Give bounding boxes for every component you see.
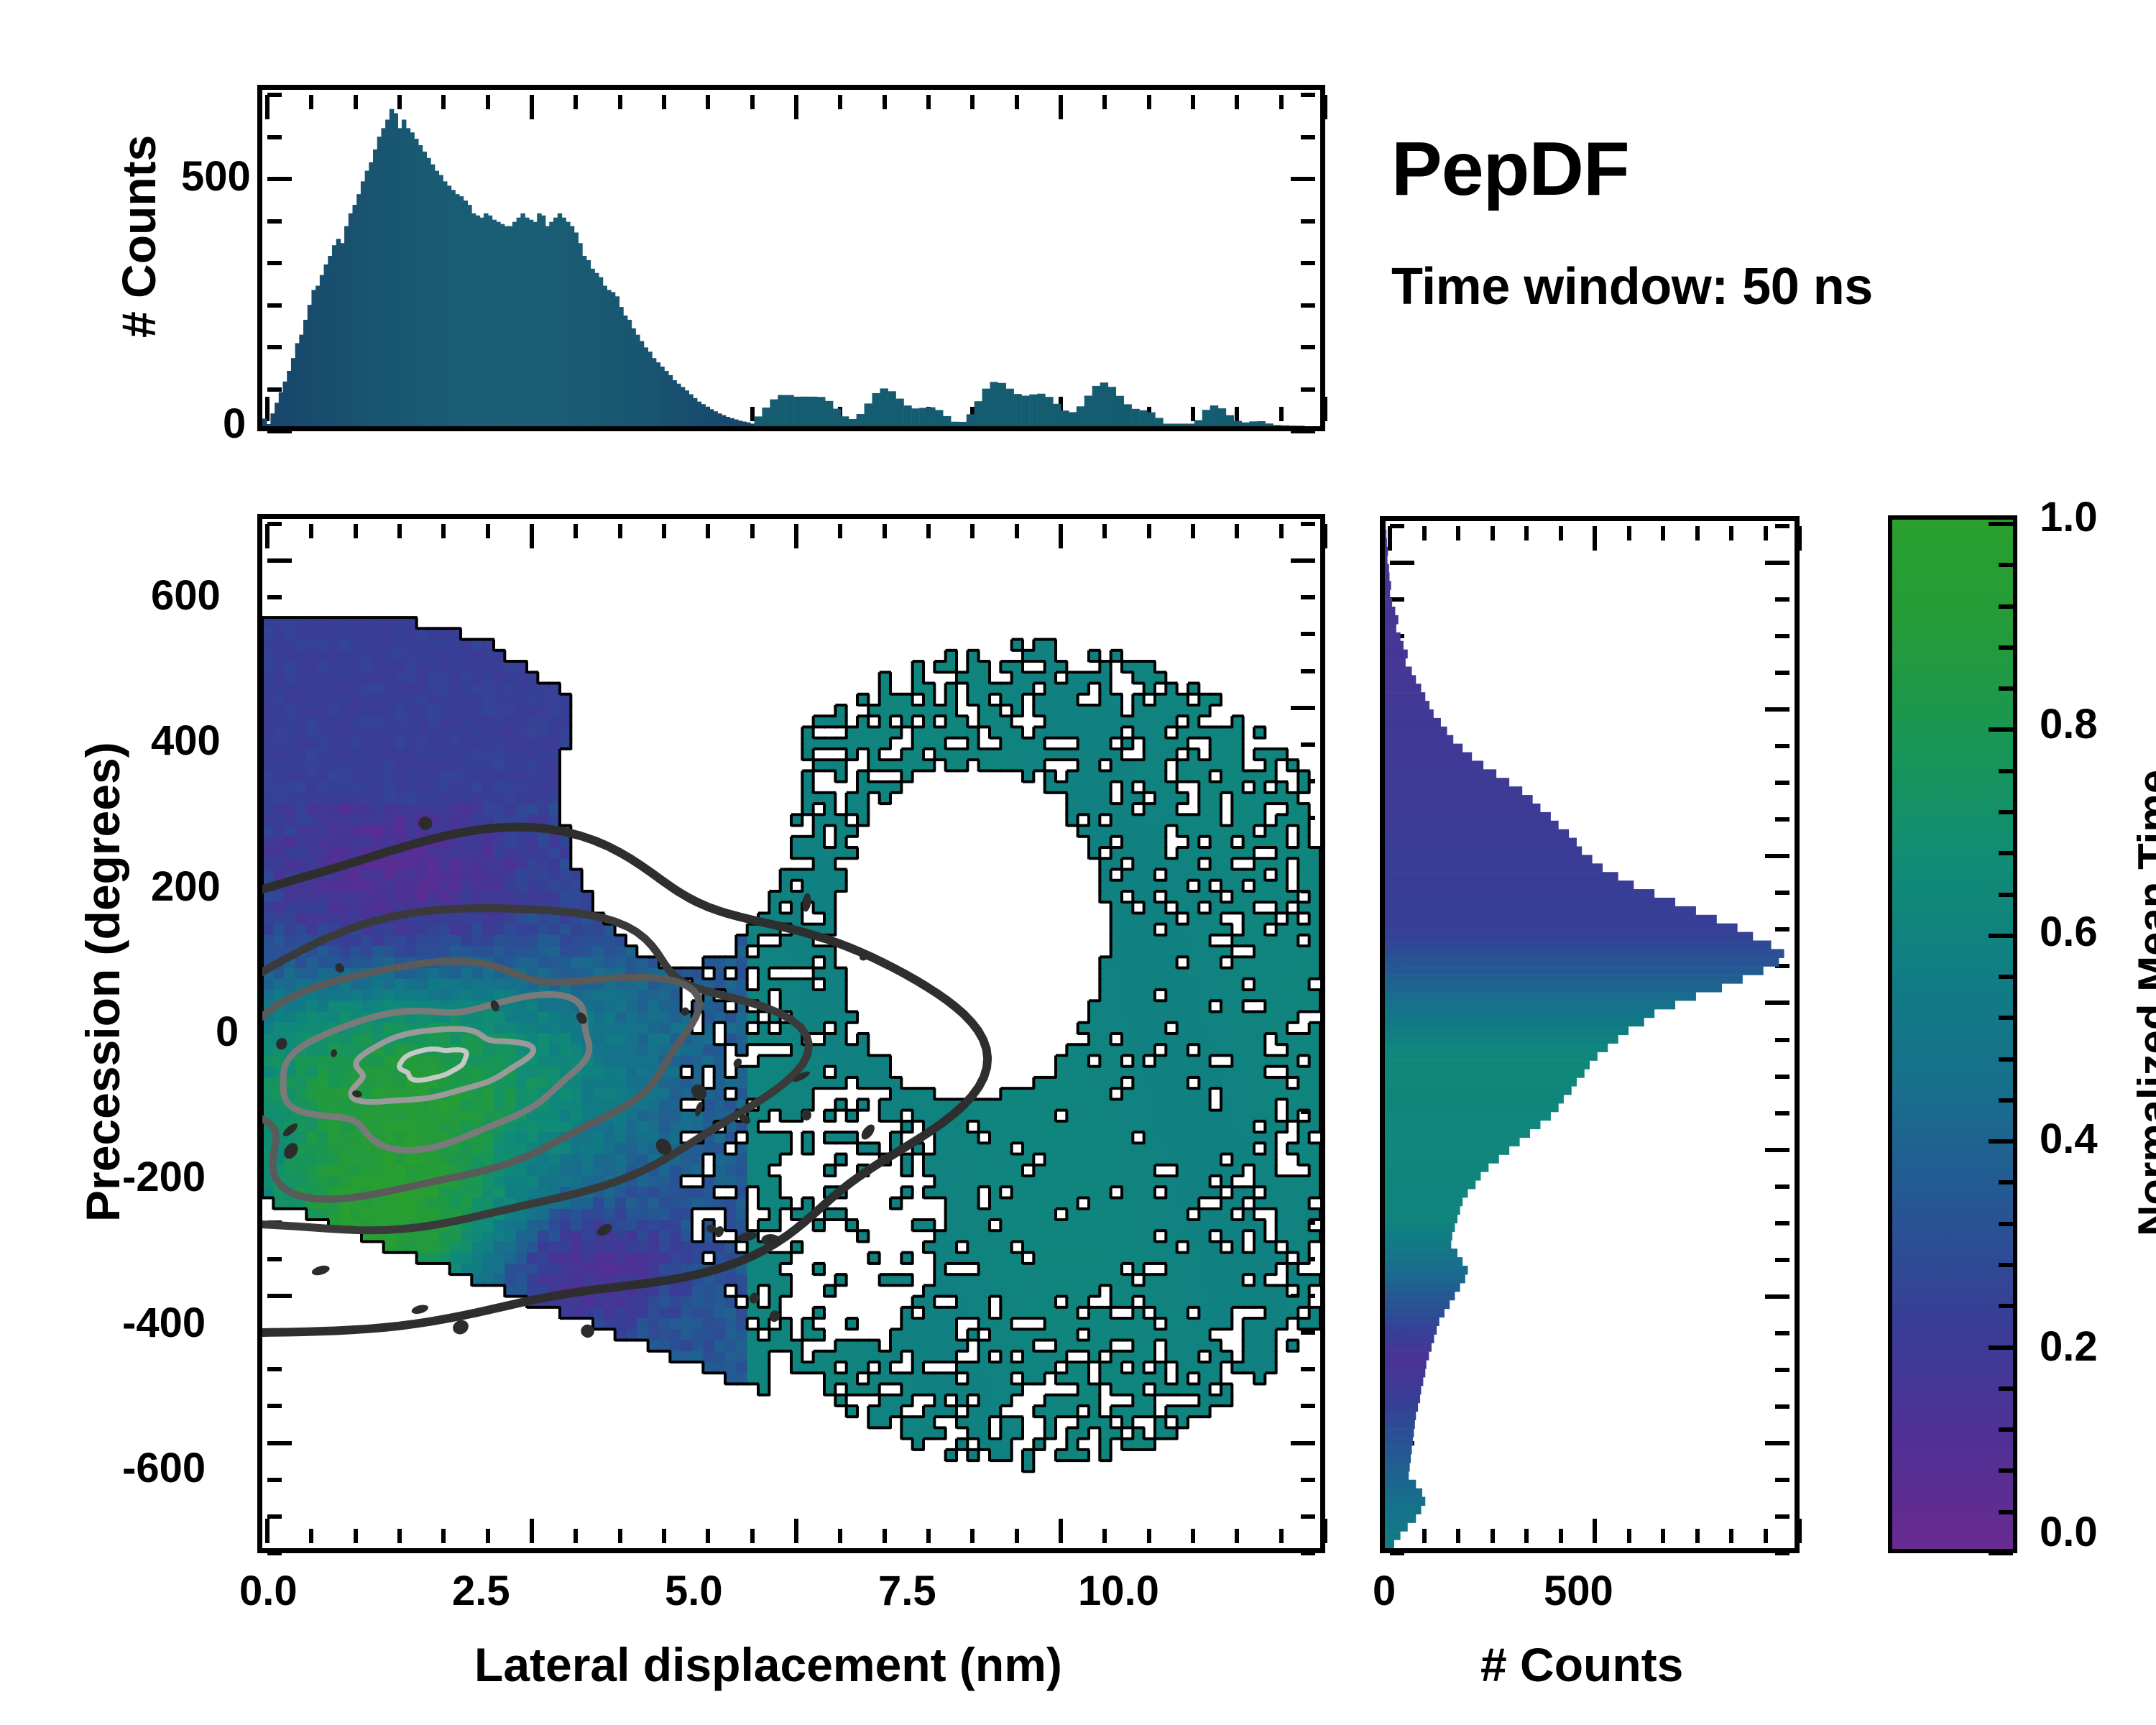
main-xtick-10: 10.0: [1078, 1568, 1159, 1614]
axis-tick-mark: [1775, 1551, 1789, 1555]
colorbar-tick-mark: [1999, 1427, 2013, 1432]
colorbar-tick-mark: [1989, 1345, 2013, 1350]
main-ytick-400: 400: [151, 717, 221, 764]
colorbar-tick-mark: [1999, 1304, 2013, 1309]
main-xtick-2p5: 2.5: [452, 1568, 510, 1614]
colorbar-label: Normalized Mean Time: [2129, 769, 2156, 1236]
axis-tick-mark: [267, 1551, 282, 1555]
top-hist-ytick-500: 500: [181, 153, 251, 200]
right-hist-xtick-500: 500: [1544, 1568, 1613, 1614]
colorbar-tick-mark: [1999, 892, 2013, 897]
axis-tick-mark: [267, 429, 292, 433]
colorbar: [1888, 515, 2017, 1555]
colorbar-tick-mark: [1989, 1551, 2013, 1555]
right-histogram-plot-area: [1385, 521, 1795, 1548]
colorbar-tick-mark: [1999, 809, 2013, 814]
colorbar-tick-mark: [1999, 604, 2013, 609]
colorbar-tick-mark: [1999, 1016, 2013, 1021]
colorbar-tick-mark: [1999, 1180, 2013, 1185]
main-xtick-0: 0.0: [239, 1568, 298, 1614]
main-ytick-0: 0: [216, 1008, 239, 1055]
top-hist-ylabel: # Counts: [112, 134, 165, 338]
axis-tick-mark: [1797, 1519, 1802, 1543]
main-xlabel: Lateral displacement (nm): [474, 1638, 1062, 1691]
page-subtitle: Time window: 50 ns: [1391, 258, 1873, 316]
main-ytick-200: 200: [151, 863, 221, 910]
axis-tick-mark: [1323, 1519, 1327, 1543]
colorbar-tick-0p0: 0.0: [2040, 1509, 2098, 1555]
colorbar-tick-mark: [1999, 1468, 2013, 1473]
right-hist-xlabel: # Counts: [1480, 1638, 1684, 1691]
colorbar-tick-mark: [1989, 727, 2013, 732]
axis-tick-mark: [1323, 95, 1327, 119]
colorbar-tick-mark: [1999, 975, 2013, 980]
colorbar-tick-0p6: 0.6: [2040, 908, 2098, 955]
colorbar-tick-mark: [1999, 1263, 2013, 1268]
axis-tick-mark: [1323, 524, 1327, 548]
axis-tick-mark: [1323, 397, 1327, 421]
top-hist-ytick-0: 0: [223, 400, 247, 447]
page-title: PepDF: [1391, 126, 1630, 211]
main-ytick-m400: -400: [122, 1300, 206, 1346]
colorbar-tick-mark: [1999, 563, 2013, 568]
colorbar-tick-mark: [1999, 851, 2013, 856]
colorbar-tick-mark: [1999, 1098, 2013, 1103]
colorbar-tick-mark: [1999, 768, 2013, 773]
colorbar-tick-mark: [1989, 933, 2013, 938]
colorbar-tick-0p2: 0.2: [2040, 1323, 2098, 1370]
axis-tick-mark: [1390, 1551, 1404, 1555]
main-ytick-600: 600: [151, 572, 221, 619]
main-xtick-7p5: 7.5: [878, 1568, 936, 1614]
colorbar-tick-mark: [1999, 686, 2013, 691]
axis-tick-mark: [1301, 1551, 1315, 1555]
colorbar-tick-mark: [1989, 1139, 2013, 1144]
main-xtick-5: 5.0: [665, 1568, 723, 1614]
main-heatmap-plot-area: [262, 519, 1320, 1548]
colorbar-tick-1p0: 1.0: [2040, 494, 2098, 540]
axis-tick-mark: [1797, 526, 1802, 551]
axis-tick-mark: [1291, 429, 1315, 433]
colorbar-tick-0p8: 0.8: [2040, 701, 2098, 748]
colorbar-tick-mark: [1999, 1386, 2013, 1391]
colorbar-tick-mark: [1999, 1221, 2013, 1226]
colorbar-tick-mark: [1999, 1509, 2013, 1514]
main-ytick-m600: -600: [122, 1445, 206, 1491]
top-histogram-plot-area: [262, 90, 1320, 426]
colorbar-tick-mark: [1999, 1057, 2013, 1062]
colorbar-tick-mark: [1989, 522, 2013, 526]
colorbar-tick-mark: [1999, 645, 2013, 650]
main-ylabel: Precession (degrees): [76, 742, 129, 1222]
colorbar-gradient: [1892, 520, 2013, 1549]
colorbar-tick-0p4: 0.4: [2040, 1116, 2098, 1162]
main-ytick-m200: -200: [122, 1154, 206, 1200]
right-hist-xtick-0: 0: [1373, 1568, 1396, 1614]
